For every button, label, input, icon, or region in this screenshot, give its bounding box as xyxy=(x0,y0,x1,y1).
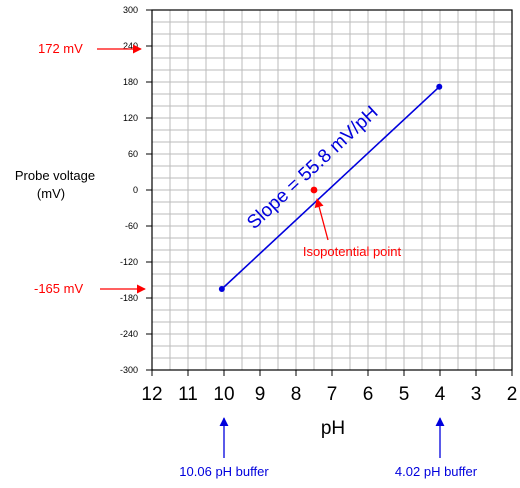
data-point xyxy=(436,83,443,90)
y-tick-label: -240 xyxy=(120,329,138,339)
isopotential-point xyxy=(310,186,318,194)
data-point xyxy=(218,286,225,292)
y-tick-label: 0 xyxy=(133,185,138,195)
y-tick-label: 240 xyxy=(123,41,138,51)
x-tick-label: 9 xyxy=(255,384,266,405)
y-tick-label: -300 xyxy=(120,365,138,375)
y-tick-label: 180 xyxy=(123,77,138,87)
x-tick-label: 5 xyxy=(399,384,410,405)
x-tick-label: 3 xyxy=(471,384,482,405)
x-tick-label: 7 xyxy=(327,384,338,405)
buffer-low-label: 10.06 pH buffer xyxy=(179,464,269,479)
x-axis-title: pH xyxy=(321,418,345,439)
y-tick-label: 60 xyxy=(128,149,138,159)
series-line xyxy=(221,86,440,290)
y-tick-label: 120 xyxy=(123,113,138,123)
x-axis-ticks: 12 11 10 9 8 7 6 5 4 3 2 xyxy=(141,370,517,405)
y-axis-title-line2: (mV) xyxy=(37,186,65,201)
x-tick-label: 8 xyxy=(291,384,302,405)
y-axis-title-line1: Probe voltage xyxy=(15,168,95,183)
isopotential-annotation: Isopotential point xyxy=(303,244,402,259)
y-axis-ticks: 300 240 180 120 60 0 -60 -120 -180 -240 -300 xyxy=(120,5,152,375)
grid-lines xyxy=(151,9,513,371)
y-tick-label: -120 xyxy=(120,257,138,267)
buffer-high-label: 4.02 pH buffer xyxy=(395,464,478,479)
x-tick-label: 2 xyxy=(507,384,518,405)
x-tick-label: 6 xyxy=(363,384,374,405)
y-tick-label: -180 xyxy=(120,293,138,303)
x-tick-label: 10 xyxy=(213,384,234,405)
y-tick-label: 300 xyxy=(123,5,138,15)
series xyxy=(218,83,443,292)
x-tick-label: 12 xyxy=(141,384,162,405)
x-tick-label: 11 xyxy=(178,384,198,405)
low-voltage-label: -165 mV xyxy=(34,281,83,296)
x-tick-label: 4 xyxy=(435,384,446,405)
high-voltage-label: 172 mV xyxy=(38,41,83,56)
y-tick-label: -60 xyxy=(125,221,138,231)
isopotential-arrow xyxy=(314,198,329,241)
